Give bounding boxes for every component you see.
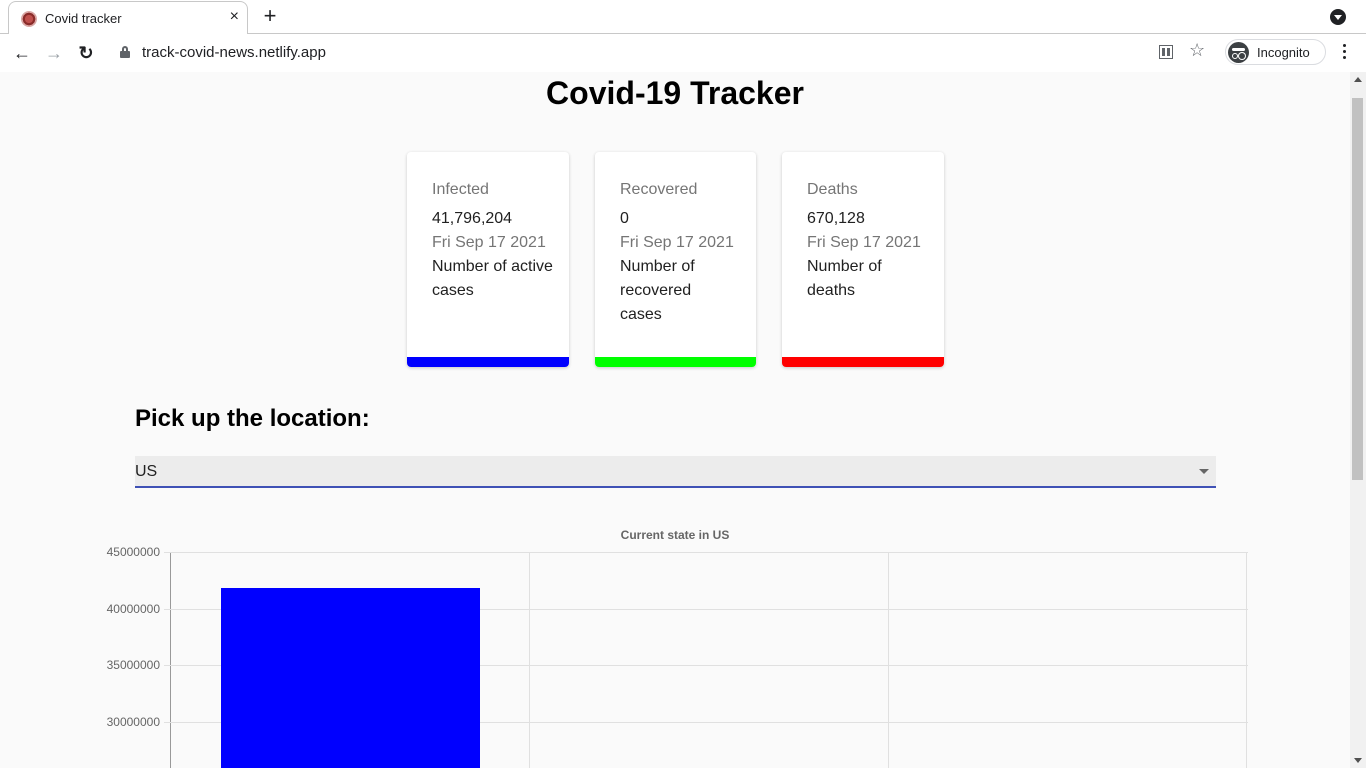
recovered-color-bar — [595, 357, 756, 367]
incognito-icon — [1228, 42, 1249, 63]
vertical-gridline — [529, 552, 530, 768]
y-axis-tick-label: 35000000 — [106, 658, 160, 673]
vertical-gridline — [888, 552, 889, 768]
infected-card: Infected 41,796,204 Fri Sep 17 2021 Numb… — [407, 152, 569, 367]
horizontal-gridline — [164, 665, 1248, 667]
reload-button[interactable]: ↻ — [78, 43, 94, 63]
card-date: Fri Sep 17 2021 — [432, 234, 546, 251]
y-axis-tick-label: 30000000 — [106, 715, 160, 730]
incognito-label: Incognito — [1257, 45, 1310, 60]
address-bar[interactable]: track-covid-news.netlify.app — [142, 44, 326, 61]
qr-code-icon[interactable] — [1159, 45, 1173, 59]
page-title: Covid-19 Tracker — [546, 75, 804, 111]
tab-strip: Covid tracker × + — [0, 0, 1366, 35]
tab-search-icon[interactable] — [1330, 9, 1346, 25]
horizontal-gridline — [164, 552, 1248, 553]
card-value: 670,128 — [807, 210, 865, 227]
deaths-color-bar — [782, 357, 944, 367]
location-heading: Pick up the location: — [135, 405, 370, 432]
card-label: Recovered — [620, 181, 698, 198]
recovered-card: Recovered 0 Fri Sep 17 2021 Number of re… — [595, 152, 756, 367]
card-label: Infected — [432, 181, 489, 198]
card-date: Fri Sep 17 2021 — [807, 234, 921, 251]
forward-button[interactable]: → — [45, 43, 63, 63]
chart-title: Current state in US — [620, 528, 730, 542]
page-scrollbar[interactable] — [1350, 72, 1366, 768]
deaths-card: Deaths 670,128 Fri Sep 17 2021 Number of… — [782, 152, 944, 367]
card-description: Number of deaths — [807, 258, 882, 299]
chart-plot-area — [164, 552, 1248, 768]
lock-icon[interactable] — [120, 46, 130, 58]
browser-toolbar: ← → ↻ track-covid-news.netlify.app — [0, 34, 1366, 72]
bookmark-star-icon[interactable]: ☆ — [1189, 40, 1206, 60]
location-select[interactable]: US — [135, 456, 1216, 488]
incognito-profile-button[interactable]: Incognito — [1225, 39, 1326, 65]
card-value: 41,796,204 — [432, 210, 513, 227]
card-label: Deaths — [807, 181, 858, 198]
tab-title: Covid tracker — [45, 11, 122, 26]
browser-menu-icon[interactable] — [1340, 42, 1348, 62]
card-description: Number of active cases — [432, 258, 553, 299]
y-axis-tick-label: 45000000 — [106, 545, 160, 559]
new-tab-button[interactable]: + — [263, 3, 277, 28]
horizontal-gridline — [164, 722, 1248, 724]
back-button[interactable]: ← — [13, 43, 31, 63]
horizontal-gridline — [164, 608, 1248, 610]
card-date: Fri Sep 17 2021 — [620, 234, 734, 251]
dropdown-arrow-icon[interactable] — [1199, 469, 1209, 474]
selected-location: US — [135, 463, 158, 480]
close-tab-icon[interactable]: × — [229, 8, 239, 25]
bar-chart: Current state in US 45000000 40000000 3500… — [0, 72, 1350, 768]
page-content: Covid-19 Tracker Infected 41,796,204 Fri… — [0, 72, 1350, 768]
card-description: Number of recovered cases — [620, 258, 695, 323]
browser-tab[interactable]: Covid tracker × — [8, 1, 248, 35]
infected-color-bar — [407, 357, 569, 367]
scroll-down-arrow-icon[interactable] — [1354, 758, 1362, 763]
card-value: 0 — [620, 210, 629, 227]
bar-infected[interactable] — [221, 588, 480, 768]
scrollbar-thumb[interactable] — [1352, 98, 1363, 480]
virus-favicon-icon — [21, 11, 37, 27]
scroll-up-arrow-icon[interactable] — [1354, 77, 1362, 82]
y-axis-tick-label: 40000000 — [106, 601, 160, 616]
